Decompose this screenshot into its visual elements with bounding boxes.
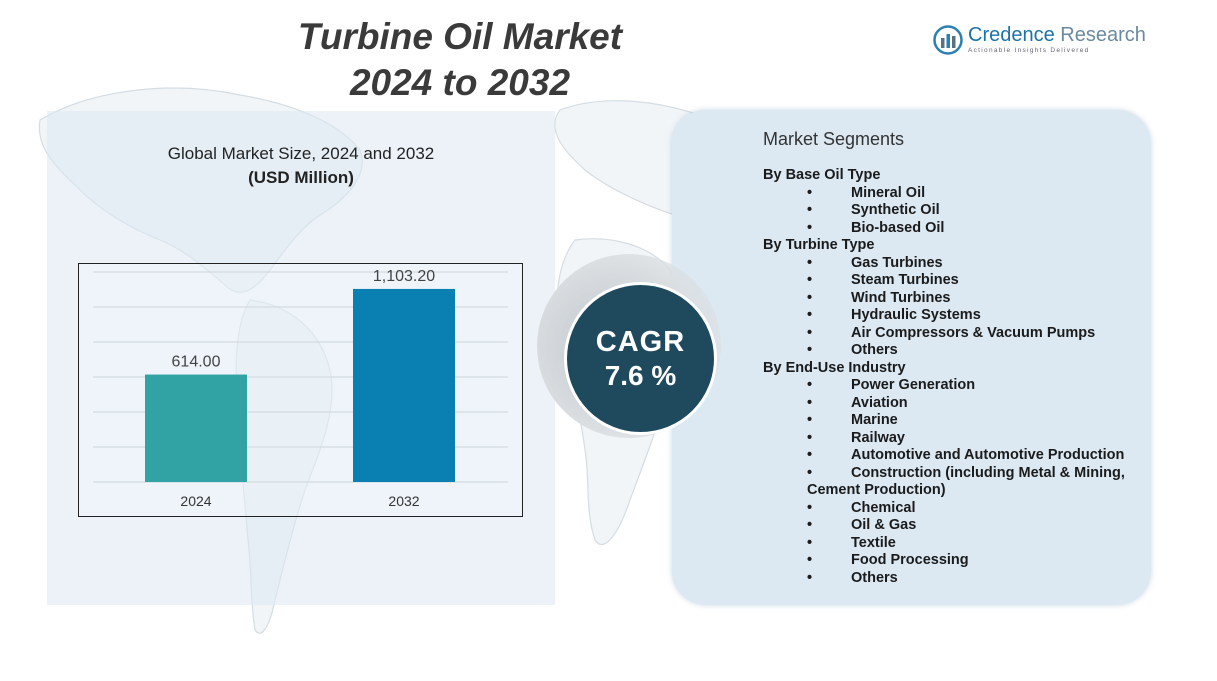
bar-2024	[145, 374, 247, 482]
segments-list: By Base Oil Type • Mineral Oil • Synthetic O…	[763, 167, 1143, 587]
page-title: Turbine Oil Market 2024 to 2032	[250, 14, 670, 106]
value-label-2024: 614.00	[172, 354, 221, 371]
category-label-2024: 2024	[180, 493, 211, 509]
bullet-icon: •	[807, 307, 813, 323]
segment-item: • Chemical	[763, 500, 1143, 518]
segment-item-label: Textile	[851, 534, 896, 551]
segment-item: • Mineral Oil	[763, 185, 1143, 203]
bullet-icon: •	[807, 569, 813, 586]
segment-item: • Oil & Gas	[763, 517, 1143, 535]
segment-item: • Hydraulic Systems	[763, 307, 1143, 325]
chart-panel	[47, 111, 555, 605]
bullet-icon: •	[807, 552, 813, 568]
segment-item-label: Others	[851, 569, 898, 586]
segment-item-label: Railway	[851, 429, 905, 446]
segment-item: • Others	[763, 342, 1143, 360]
segment-item-label: Marine	[851, 412, 898, 428]
logo-tagline: Actionable Insights Delivered	[968, 47, 1090, 54]
bullet-icon: •	[807, 377, 813, 393]
bar-chart-svg: 614.00 2024 1,103.20 2032	[93, 268, 508, 509]
segment-item-label: Oil & Gas	[851, 517, 917, 533]
bullet-icon: •	[807, 517, 813, 533]
segment-item: • Textile	[763, 535, 1143, 553]
segment-item-label: Automotive and Automotive Production	[851, 447, 1125, 463]
segment-item: • Others	[763, 570, 1143, 588]
segment-item: • Marine	[763, 412, 1143, 430]
bullet-icon: •	[807, 394, 813, 411]
cagr-label: CAGR	[595, 325, 686, 358]
segments-title: Market Segments	[763, 129, 905, 149]
bullet-icon: •	[807, 272, 813, 288]
segment-item: • Aviation	[763, 395, 1143, 413]
segment-item: • Steam Turbines	[763, 272, 1143, 290]
segment-item-continuation: Cement Production)	[807, 482, 946, 498]
category-label-2032: 2032	[388, 493, 419, 509]
segment-item: • Automotive and Automotive Production	[763, 447, 1143, 465]
bullet-icon: •	[807, 184, 813, 201]
bullet-icon: •	[807, 254, 813, 271]
segments-panel	[672, 110, 1151, 605]
segment-item: • Bio-based Oil	[763, 220, 1143, 238]
segment-item-label: Wind Turbines	[851, 289, 951, 306]
logo-name-main: Credence	[968, 24, 1055, 46]
cagr-badge: CAGR 7.6 %	[564, 282, 717, 435]
bar-chart: 614.00 2024 1,103.20 2032	[78, 263, 523, 517]
segment-item-label: Power Generation	[851, 377, 976, 393]
logo-icon	[933, 24, 963, 55]
logo-name: Credence Research	[968, 24, 1146, 46]
segment-item: • Power Generation	[763, 377, 1143, 395]
segment-item: • Construction (including Metal & Mining,	[763, 465, 1143, 483]
logo-name-second: Research	[1054, 24, 1146, 46]
segment-group-heading: By Base Oil Type	[763, 167, 881, 183]
bullet-icon: •	[807, 447, 813, 463]
chart-header: Global Market Size, 2024 and 2032 (USD M…	[47, 143, 555, 191]
segment-item: • Gas Turbines	[763, 255, 1143, 273]
bullet-icon: •	[807, 429, 813, 446]
segment-item-label: Mineral Oil	[851, 184, 926, 201]
title-line-2: 2024 to 2032	[349, 62, 571, 103]
segment-group-heading: By End-Use Industry	[763, 359, 906, 376]
segment-item-label: Construction (including Metal & Mining,	[851, 464, 1125, 481]
segment-item-label: Chemical	[851, 499, 916, 516]
chart-title: Global Market Size, 2024 and 2032	[167, 144, 435, 163]
segment-item: • Railway	[763, 430, 1143, 448]
segment-group-heading: By Turbine Type	[763, 237, 875, 253]
bullet-icon: •	[807, 499, 813, 516]
segment-item: • Air Compressors & Vacuum Pumps	[763, 325, 1143, 343]
bullet-icon: •	[807, 289, 813, 306]
bullet-icon: •	[807, 202, 813, 218]
segment-item: • Wind Turbines	[763, 290, 1143, 308]
bullet-icon: •	[807, 464, 813, 481]
segment-item: • Synthetic Oil	[763, 202, 1143, 220]
title-line-1: Turbine Oil Market	[297, 16, 623, 57]
segment-item-label: Bio-based Oil	[851, 219, 945, 236]
segment-item-label: Synthetic Oil	[851, 202, 940, 218]
segment-item-label: Food Processing	[851, 552, 969, 568]
chart-unit: (USD Million)	[248, 168, 354, 187]
bullet-icon: •	[807, 534, 813, 551]
segment-item-label: Aviation	[851, 394, 908, 411]
cagr-value: 7.6 %	[604, 359, 677, 391]
segment-item-label: Others	[851, 342, 898, 358]
bullet-icon: •	[807, 342, 813, 358]
segment-item: • Food Processing	[763, 552, 1143, 570]
segment-item-label: Hydraulic Systems	[851, 307, 981, 323]
bar-2032	[353, 288, 455, 482]
value-label-2032: 1,103.20	[373, 268, 435, 285]
segment-item-label: Air Compressors & Vacuum Pumps	[851, 324, 1096, 341]
bullet-icon: •	[807, 219, 813, 236]
segment-item-label: Gas Turbines	[851, 254, 943, 271]
segment-item-label: Steam Turbines	[851, 272, 959, 288]
bullet-icon: •	[807, 324, 813, 341]
brand-logo: Credence Research Actionable Insights De…	[933, 24, 1146, 55]
bullet-icon: •	[807, 412, 813, 428]
